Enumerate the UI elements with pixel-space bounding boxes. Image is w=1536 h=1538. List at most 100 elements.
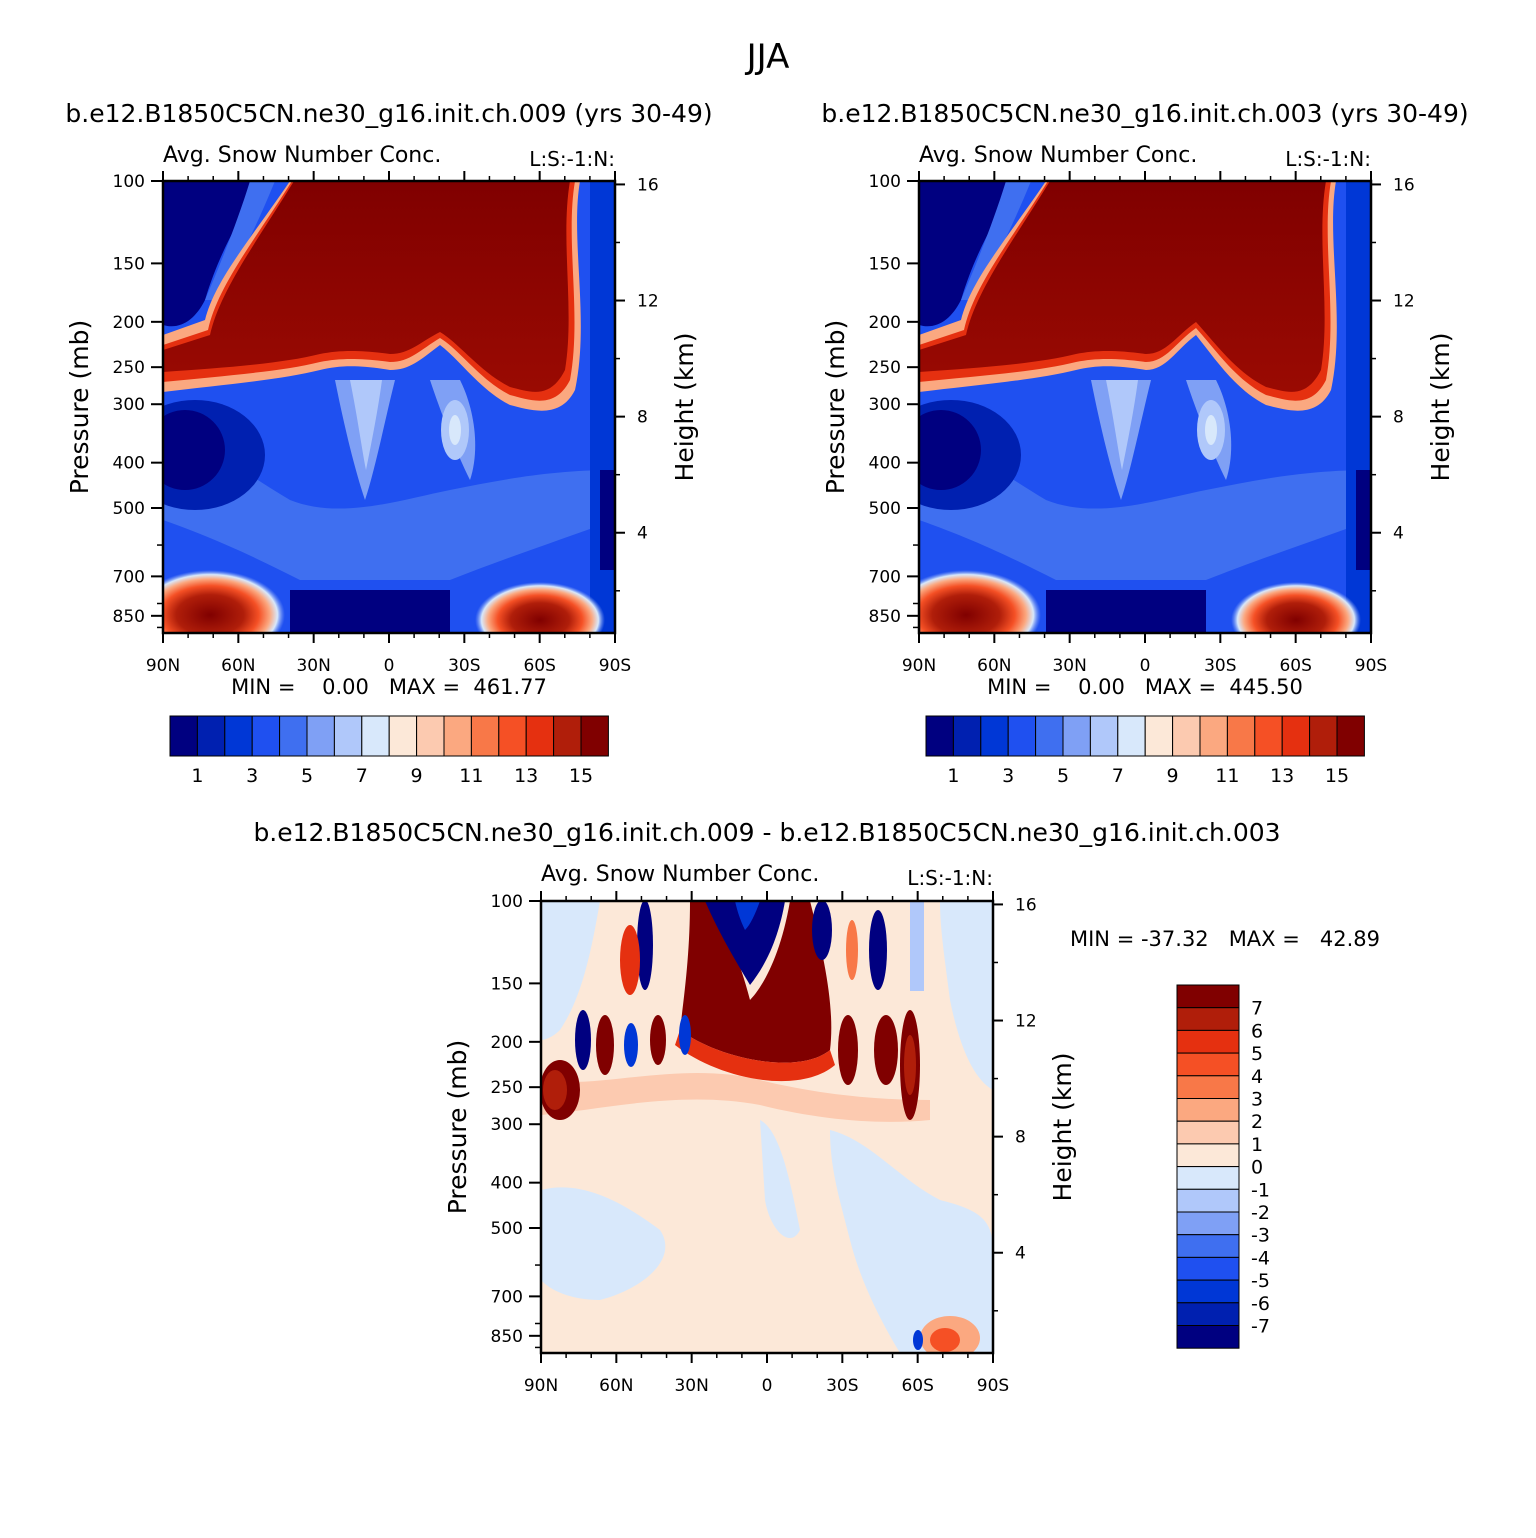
heatmap-field	[163, 181, 615, 633]
colorbar-swatch	[1176, 1075, 1240, 1100]
y-tick-label: 700	[869, 567, 901, 587]
colorbar-label: 5	[1057, 765, 1069, 787]
colorbar-label: 4	[1251, 1066, 1263, 1088]
page-title: JJA	[745, 37, 790, 77]
colorbar-swatch	[388, 715, 418, 757]
y-tick-label: 300	[113, 395, 145, 415]
panel-run-009: b.e12.B1850C5CN.ne30_g16.init.ch.009 (yr…	[65, 99, 713, 787]
x-tick-label: 90S	[977, 1376, 1009, 1396]
panel-title: b.e12.B1850C5CN.ne30_g16.init.ch.003 (yr…	[821, 99, 1468, 128]
y-axis-right: 16 12 8 4	[993, 895, 1037, 1312]
x-axis: 90N 60N 30N 0 30S 60S 90S	[524, 891, 1009, 1396]
y-tick-label: 500	[113, 499, 145, 519]
colorbar: 1 3 5 7 9 11 13 15	[925, 715, 1365, 787]
colorbar-swatch	[1176, 1302, 1240, 1327]
colorbar-swatch	[1281, 715, 1311, 757]
x-tick-label: 60N	[221, 656, 255, 676]
y2-tick-label: 12	[1015, 1012, 1037, 1032]
colorbar-label: 7	[1251, 998, 1263, 1020]
colorbar-label: 5	[1251, 1043, 1263, 1065]
y2-axis-label: Height (km)	[1048, 1053, 1077, 1202]
colorbar-swatch	[525, 715, 555, 757]
x-tick-label: 60S	[1279, 656, 1311, 676]
colorbar-label: 3	[1002, 765, 1014, 787]
colorbar-swatch	[1176, 1188, 1240, 1213]
colorbar-label: 2	[1251, 1111, 1263, 1133]
colorbar-swatch	[553, 715, 582, 757]
y-axis-left: 100 150 200 250 300 400 500 700 850	[113, 172, 163, 629]
y-axis-right: 16 12 8 4	[615, 175, 659, 592]
x-axis: 90N 60N 30N 0 30S 60S 90S	[146, 171, 631, 676]
y-tick-label: 400	[491, 1174, 523, 1194]
y-tick-label: 200	[113, 313, 145, 333]
x-tick-label: 60S	[901, 1376, 933, 1396]
colorbar-swatch	[1309, 715, 1338, 757]
min-max-label: MIN = 0.00 MAX = 461.77	[231, 675, 547, 699]
x-tick-label: 60S	[523, 656, 555, 676]
panel-subtitle-right: L:S:-1:N:	[529, 147, 615, 171]
y-tick-label: 850	[491, 1327, 523, 1347]
panel-title: b.e12.B1850C5CN.ne30_g16.init.ch.009 - b…	[253, 818, 1280, 847]
x-tick-label: 90S	[1355, 656, 1387, 676]
heatmap-field	[541, 901, 993, 1353]
colorbar-swatch	[1176, 1007, 1240, 1031]
y2-tick-label: 8	[1015, 1128, 1026, 1148]
colorbar-label: 13	[1270, 765, 1294, 787]
colorbar-swatch	[1176, 1279, 1240, 1304]
y2-tick-label: 4	[1393, 524, 1404, 544]
colorbar-label: 0	[1251, 1157, 1263, 1179]
x-tick-label: 90N	[146, 656, 180, 676]
heatmap-field	[919, 181, 1371, 633]
y2-tick-label: 8	[637, 408, 648, 428]
colorbar-label: 9	[411, 765, 423, 787]
colorbar-swatch	[1176, 984, 1240, 1009]
y2-axis-label: Height (km)	[670, 333, 699, 482]
colorbar-swatch	[1176, 1256, 1240, 1281]
colorbar-label: 15	[1325, 765, 1349, 787]
colorbar-swatch	[169, 715, 198, 757]
colorbar-label: 1	[191, 765, 203, 787]
y2-tick-label: 16	[637, 175, 659, 195]
colorbar-label: 9	[1167, 765, 1179, 787]
x-tick-label: 90N	[524, 1376, 558, 1396]
panel-subtitle-left: Avg. Snow Number Conc.	[919, 143, 1197, 168]
y-tick-label: 250	[491, 1078, 523, 1098]
x-tick-label: 90N	[902, 656, 936, 676]
y-tick-label: 400	[869, 454, 901, 474]
colorbar-swatch	[1176, 1143, 1240, 1168]
colorbar-label: -6	[1251, 1293, 1270, 1315]
colorbar-swatch	[443, 715, 472, 757]
y2-tick-label: 4	[1015, 1244, 1026, 1264]
colorbar-swatch	[580, 715, 609, 757]
x-tick-label: 90S	[599, 656, 631, 676]
y2-tick-label: 12	[1393, 292, 1415, 312]
panel-subtitle-right: L:S:-1:N:	[907, 866, 993, 890]
colorbar-swatch	[952, 715, 982, 757]
colorbar-label: 3	[1251, 1089, 1263, 1111]
y2-tick-label: 16	[1015, 895, 1037, 915]
y2-tick-label: 16	[1393, 175, 1415, 195]
colorbar-swatch	[1176, 1234, 1240, 1258]
colorbar-swatch	[1336, 715, 1365, 757]
y-tick-label: 100	[869, 172, 901, 192]
colorbar-swatch	[333, 715, 363, 757]
panel-difference: b.e12.B1850C5CN.ne30_g16.init.ch.009 - b…	[253, 818, 1380, 1396]
y-tick-label: 250	[113, 358, 145, 378]
colorbar-swatch	[980, 715, 1009, 757]
y-tick-label: 200	[869, 313, 901, 333]
colorbar-swatch	[1007, 715, 1037, 757]
y-tick-label: 850	[869, 607, 901, 627]
x-tick-label: 0	[384, 656, 395, 676]
y-tick-label: 100	[113, 172, 145, 192]
colorbar-label: 11	[1215, 765, 1239, 787]
y-tick-label: 700	[491, 1287, 523, 1307]
colorbar-swatch	[470, 715, 500, 757]
x-tick-label: 30S	[448, 656, 480, 676]
y-axis-label: Pressure (mb)	[443, 1040, 472, 1214]
colorbar-label: -5	[1251, 1270, 1270, 1292]
panel-run-003: b.e12.B1850C5CN.ne30_g16.init.ch.003 (yr…	[821, 99, 1469, 787]
min-max-label: MIN = -37.32 MAX = 42.89	[1070, 927, 1380, 951]
y-axis-left: 100 150 200 250 300 400 500 700 850	[869, 172, 919, 629]
colorbar-label: 1	[1251, 1134, 1263, 1156]
